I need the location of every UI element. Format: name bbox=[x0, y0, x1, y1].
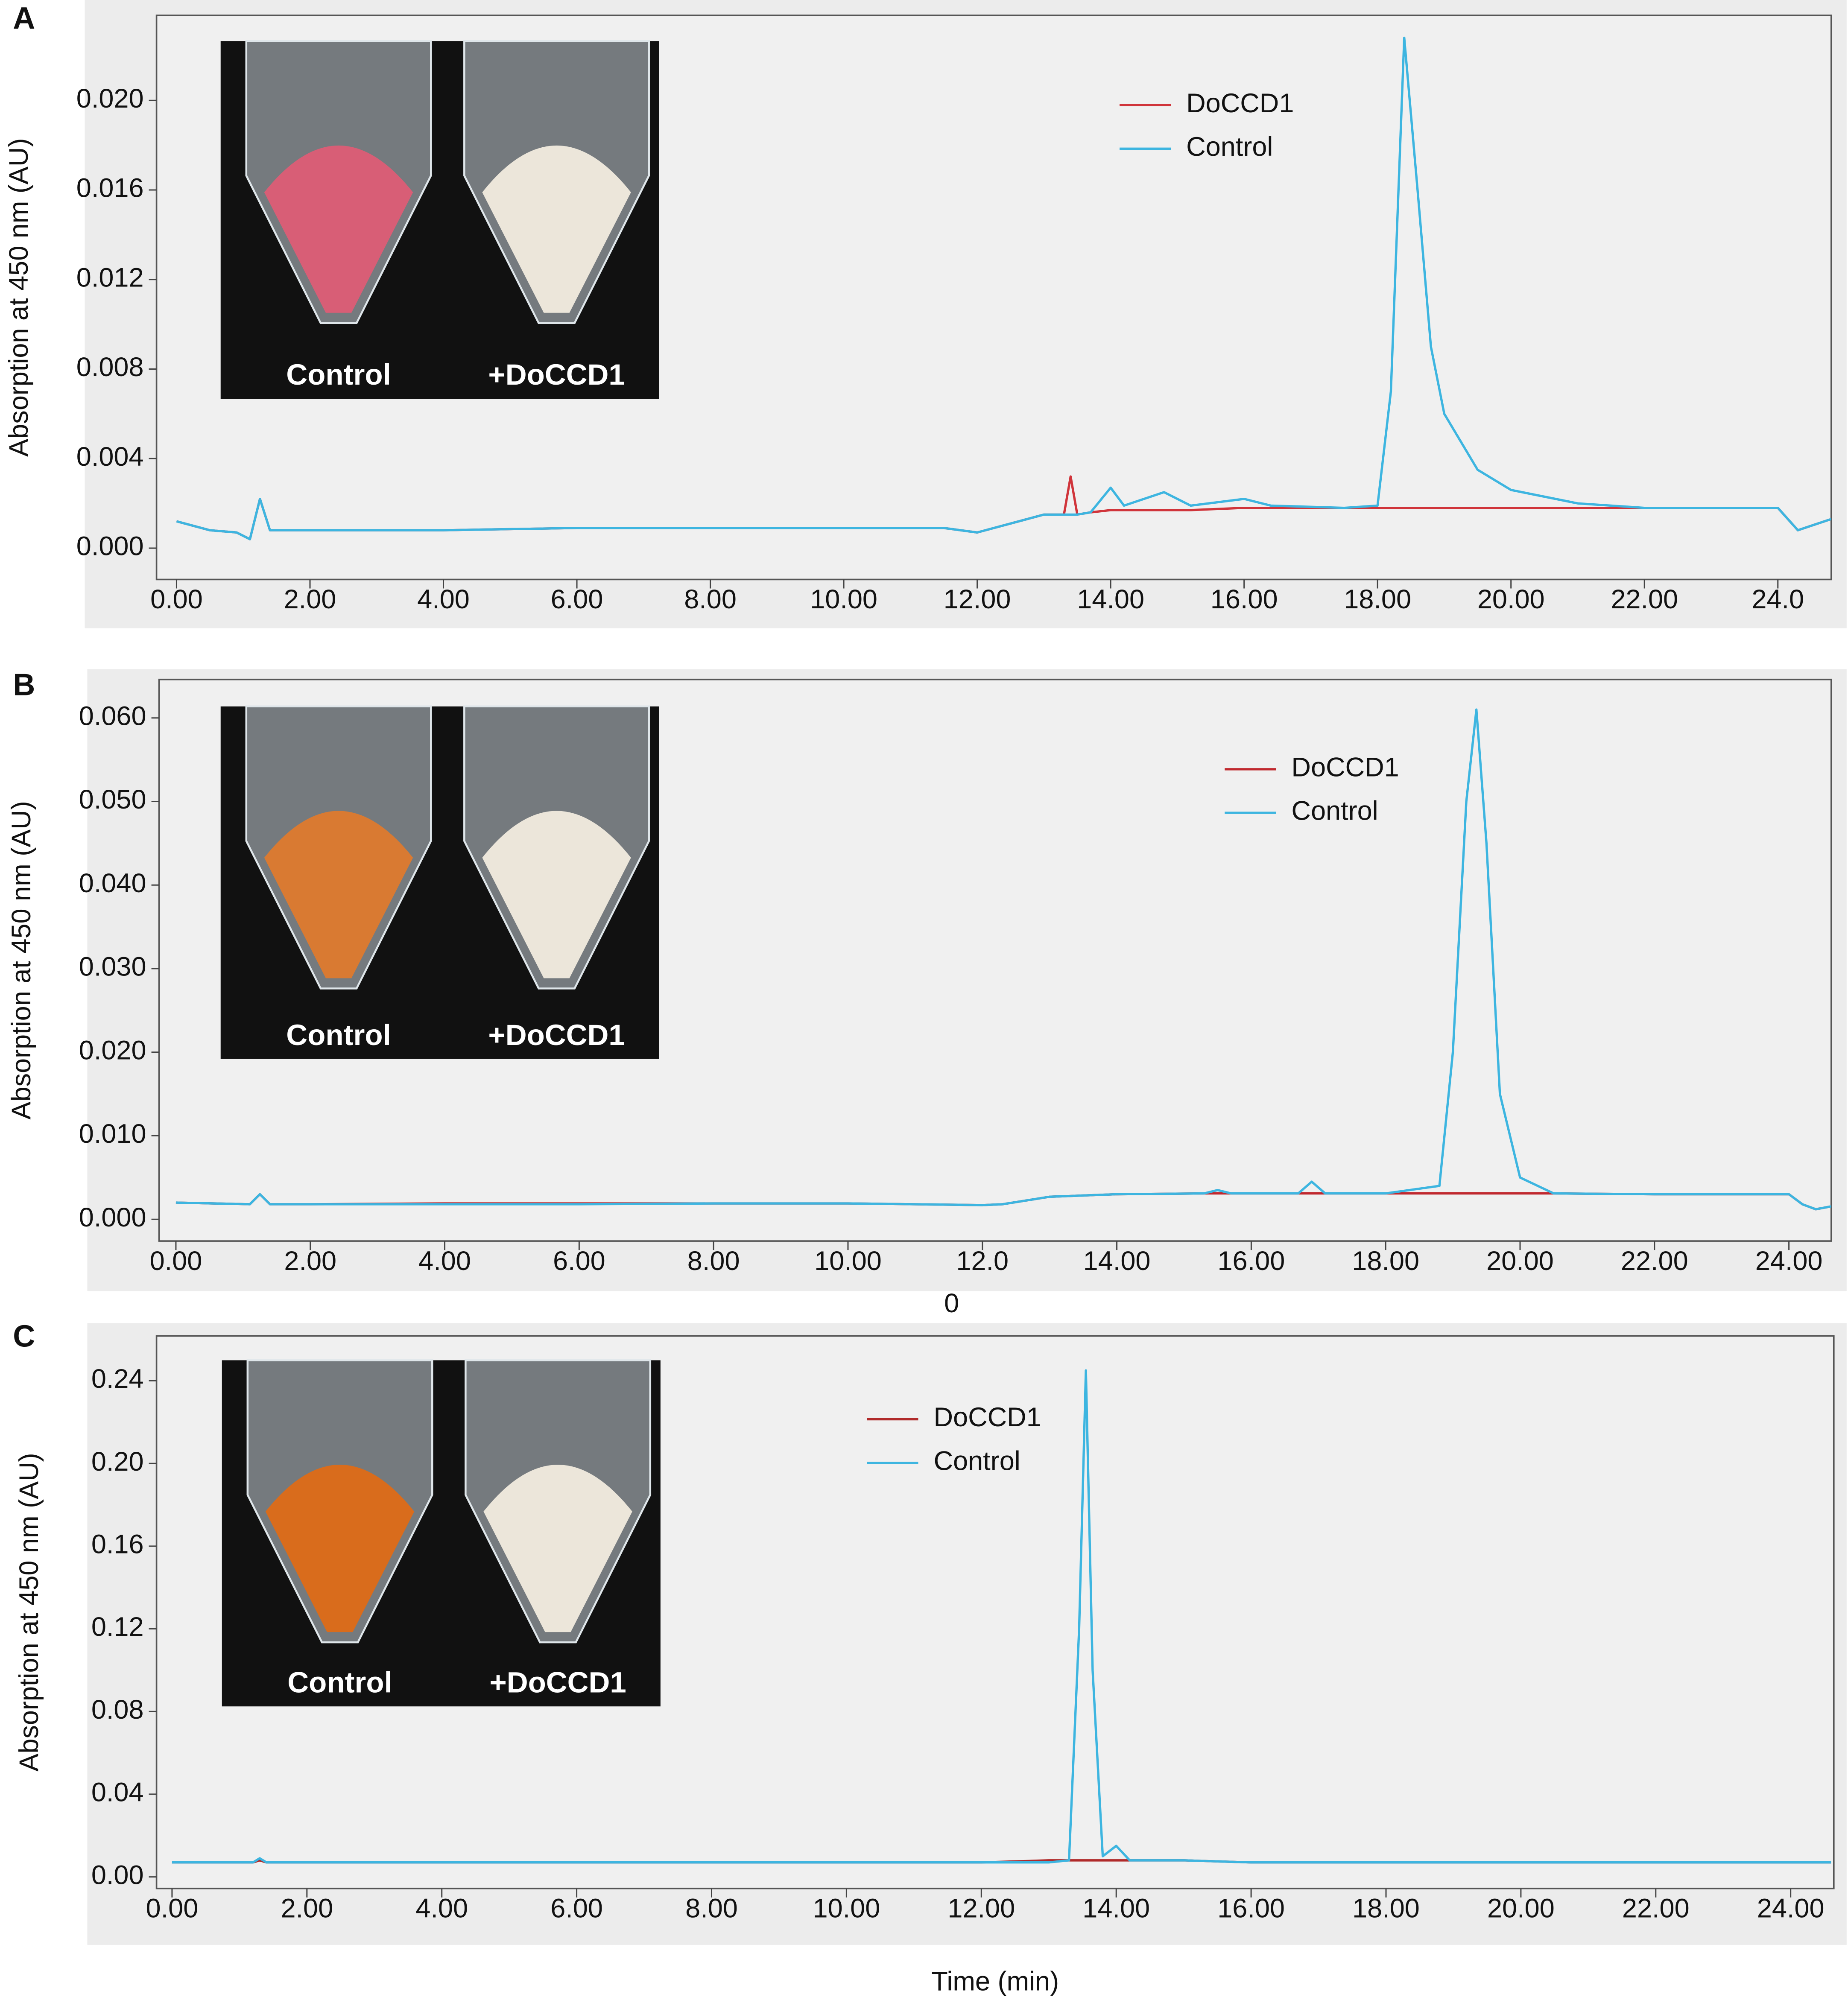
panel: C Absorption at 450 nm (AU) 0.00 0.04 0.08 0.… bbox=[13, 1319, 1847, 1997]
x-tick-label: 16.00 bbox=[1217, 1246, 1285, 1276]
x-tick-label: 0.00 bbox=[146, 1893, 199, 1923]
x-tick-label: 24.00 bbox=[1755, 1246, 1823, 1276]
x-tick-label: 16.00 bbox=[1217, 1893, 1285, 1923]
y-tick-label: 0.004 bbox=[76, 442, 144, 472]
x-tick-label: 10.00 bbox=[810, 584, 877, 614]
lines bbox=[172, 1369, 1831, 1864]
x-tick-label: 24.0 bbox=[1752, 584, 1804, 614]
x-tick-label: 10.00 bbox=[814, 1246, 882, 1276]
y-tick-label: 0.008 bbox=[76, 352, 144, 382]
y-tick-label: 0.012 bbox=[76, 263, 144, 292]
inset-label: Control bbox=[286, 358, 391, 391]
data-line bbox=[172, 1369, 1831, 1864]
legend-label: DoCCD1 bbox=[934, 1402, 1041, 1432]
y-tick-label: 0.030 bbox=[79, 952, 146, 982]
y-tick-label: 0.020 bbox=[76, 84, 144, 114]
panel-label: A bbox=[13, 1, 35, 35]
y-tick-label: 0.000 bbox=[79, 1203, 146, 1232]
x-tick-label: 12.00 bbox=[947, 1893, 1015, 1923]
x-tick-label: 6.00 bbox=[550, 1893, 603, 1923]
y-tick-label: 0.060 bbox=[79, 701, 146, 731]
legend-label: DoCCD1 bbox=[1291, 753, 1399, 782]
lines bbox=[176, 36, 1831, 540]
x-tick-label: 16.00 bbox=[1211, 584, 1278, 614]
tube-contents bbox=[264, 811, 413, 978]
tube-contents bbox=[264, 145, 413, 313]
x-tick-label: 18.00 bbox=[1352, 1246, 1419, 1276]
tube-contents bbox=[483, 1465, 632, 1632]
x-tick-label: 12.0 bbox=[956, 1246, 1009, 1276]
x-tick-label: 10.00 bbox=[813, 1893, 880, 1923]
x-tick-label: 18.00 bbox=[1344, 584, 1411, 614]
inset-label: +DoCCD1 bbox=[489, 1665, 626, 1699]
y-tick-label: 0.12 bbox=[91, 1612, 144, 1642]
y-tick-label: 0.00 bbox=[91, 1860, 144, 1890]
y-tick-label: 0.040 bbox=[79, 868, 146, 898]
x-tick-label: 14.00 bbox=[1082, 1893, 1150, 1923]
x-tick-label: 6.00 bbox=[553, 1246, 605, 1276]
y-tick-label: 0.020 bbox=[79, 1035, 146, 1065]
x-tick-label: 12.00 bbox=[944, 584, 1011, 614]
x-tick-label: 6.00 bbox=[551, 584, 603, 614]
inset-label: Control bbox=[286, 1018, 391, 1051]
panel-label: B bbox=[13, 668, 35, 702]
y-tick-label: 0.20 bbox=[91, 1447, 144, 1477]
y-tick-label: 0.050 bbox=[79, 785, 146, 815]
legend-label: Control bbox=[934, 1446, 1020, 1476]
y-tick-label: 0.16 bbox=[91, 1529, 144, 1559]
tube-contents bbox=[482, 811, 631, 978]
x-tick-label: 2.00 bbox=[281, 1893, 333, 1923]
y-axis-label: Absorption at 450 nm (AU) bbox=[4, 138, 34, 457]
legend-label: Control bbox=[1186, 132, 1273, 162]
x-tick-label: 14.00 bbox=[1077, 584, 1144, 614]
x-tick-label: 4.00 bbox=[415, 1893, 468, 1923]
x-tick-label: 24.00 bbox=[1757, 1893, 1825, 1923]
tube-contents bbox=[265, 1465, 415, 1632]
x-tick-label: 4.00 bbox=[417, 584, 470, 614]
lines bbox=[175, 708, 1831, 1211]
panel-label: C bbox=[13, 1319, 35, 1353]
y-axis-label: Absorption at 450 nm (AU) bbox=[14, 1453, 44, 1771]
x-tick-label: 4.00 bbox=[418, 1246, 471, 1276]
x-tick-label: 8.00 bbox=[685, 1893, 738, 1923]
y-tick-label: 0.04 bbox=[91, 1778, 144, 1807]
annotation: 0 bbox=[944, 1288, 959, 1318]
inset-label: Control bbox=[287, 1665, 392, 1699]
x-tick-label: 20.00 bbox=[1487, 1893, 1555, 1923]
x-tick-label: 2.00 bbox=[284, 584, 336, 614]
x-tick-label: 14.00 bbox=[1083, 1246, 1151, 1276]
data-line bbox=[176, 36, 1831, 540]
legend-label: Control bbox=[1291, 796, 1378, 826]
y-tick-label: 0.010 bbox=[79, 1119, 146, 1149]
x-tick-label: 0.00 bbox=[150, 584, 203, 614]
x-tick-label: 2.00 bbox=[284, 1246, 336, 1276]
x-tick-label: 8.00 bbox=[684, 584, 737, 614]
x-axis-label: Time (min) bbox=[931, 1967, 1059, 1997]
x-tick-label: 22.00 bbox=[1621, 1246, 1688, 1276]
y-tick-label: 0.000 bbox=[76, 531, 144, 561]
x-tick-label: 20.00 bbox=[1486, 1246, 1554, 1276]
y-tick-label: 0.24 bbox=[91, 1364, 144, 1394]
tube-contents bbox=[482, 145, 631, 313]
x-tick-label: 0.00 bbox=[150, 1246, 202, 1276]
panel: A Absorption at 450 nm (AU) 0.000 0.004 0.00… bbox=[4, 0, 1847, 628]
y-tick-label: 0.08 bbox=[91, 1695, 144, 1725]
y-tick-label: 0.016 bbox=[76, 173, 144, 203]
x-tick-label: 22.00 bbox=[1622, 1893, 1690, 1923]
inset-label: +DoCCD1 bbox=[488, 1018, 625, 1051]
legend-label: DoCCD1 bbox=[1186, 88, 1294, 118]
x-tick-label: 20.00 bbox=[1477, 584, 1545, 614]
x-tick-label: 18.00 bbox=[1352, 1893, 1420, 1923]
x-tick-label: 8.00 bbox=[687, 1246, 740, 1276]
x-tick-label: 22.00 bbox=[1611, 584, 1678, 614]
inset-label: +DoCCD1 bbox=[488, 358, 625, 391]
data-line bbox=[175, 708, 1831, 1211]
y-axis-label: Absorption at 450 nm (AU) bbox=[6, 801, 36, 1119]
